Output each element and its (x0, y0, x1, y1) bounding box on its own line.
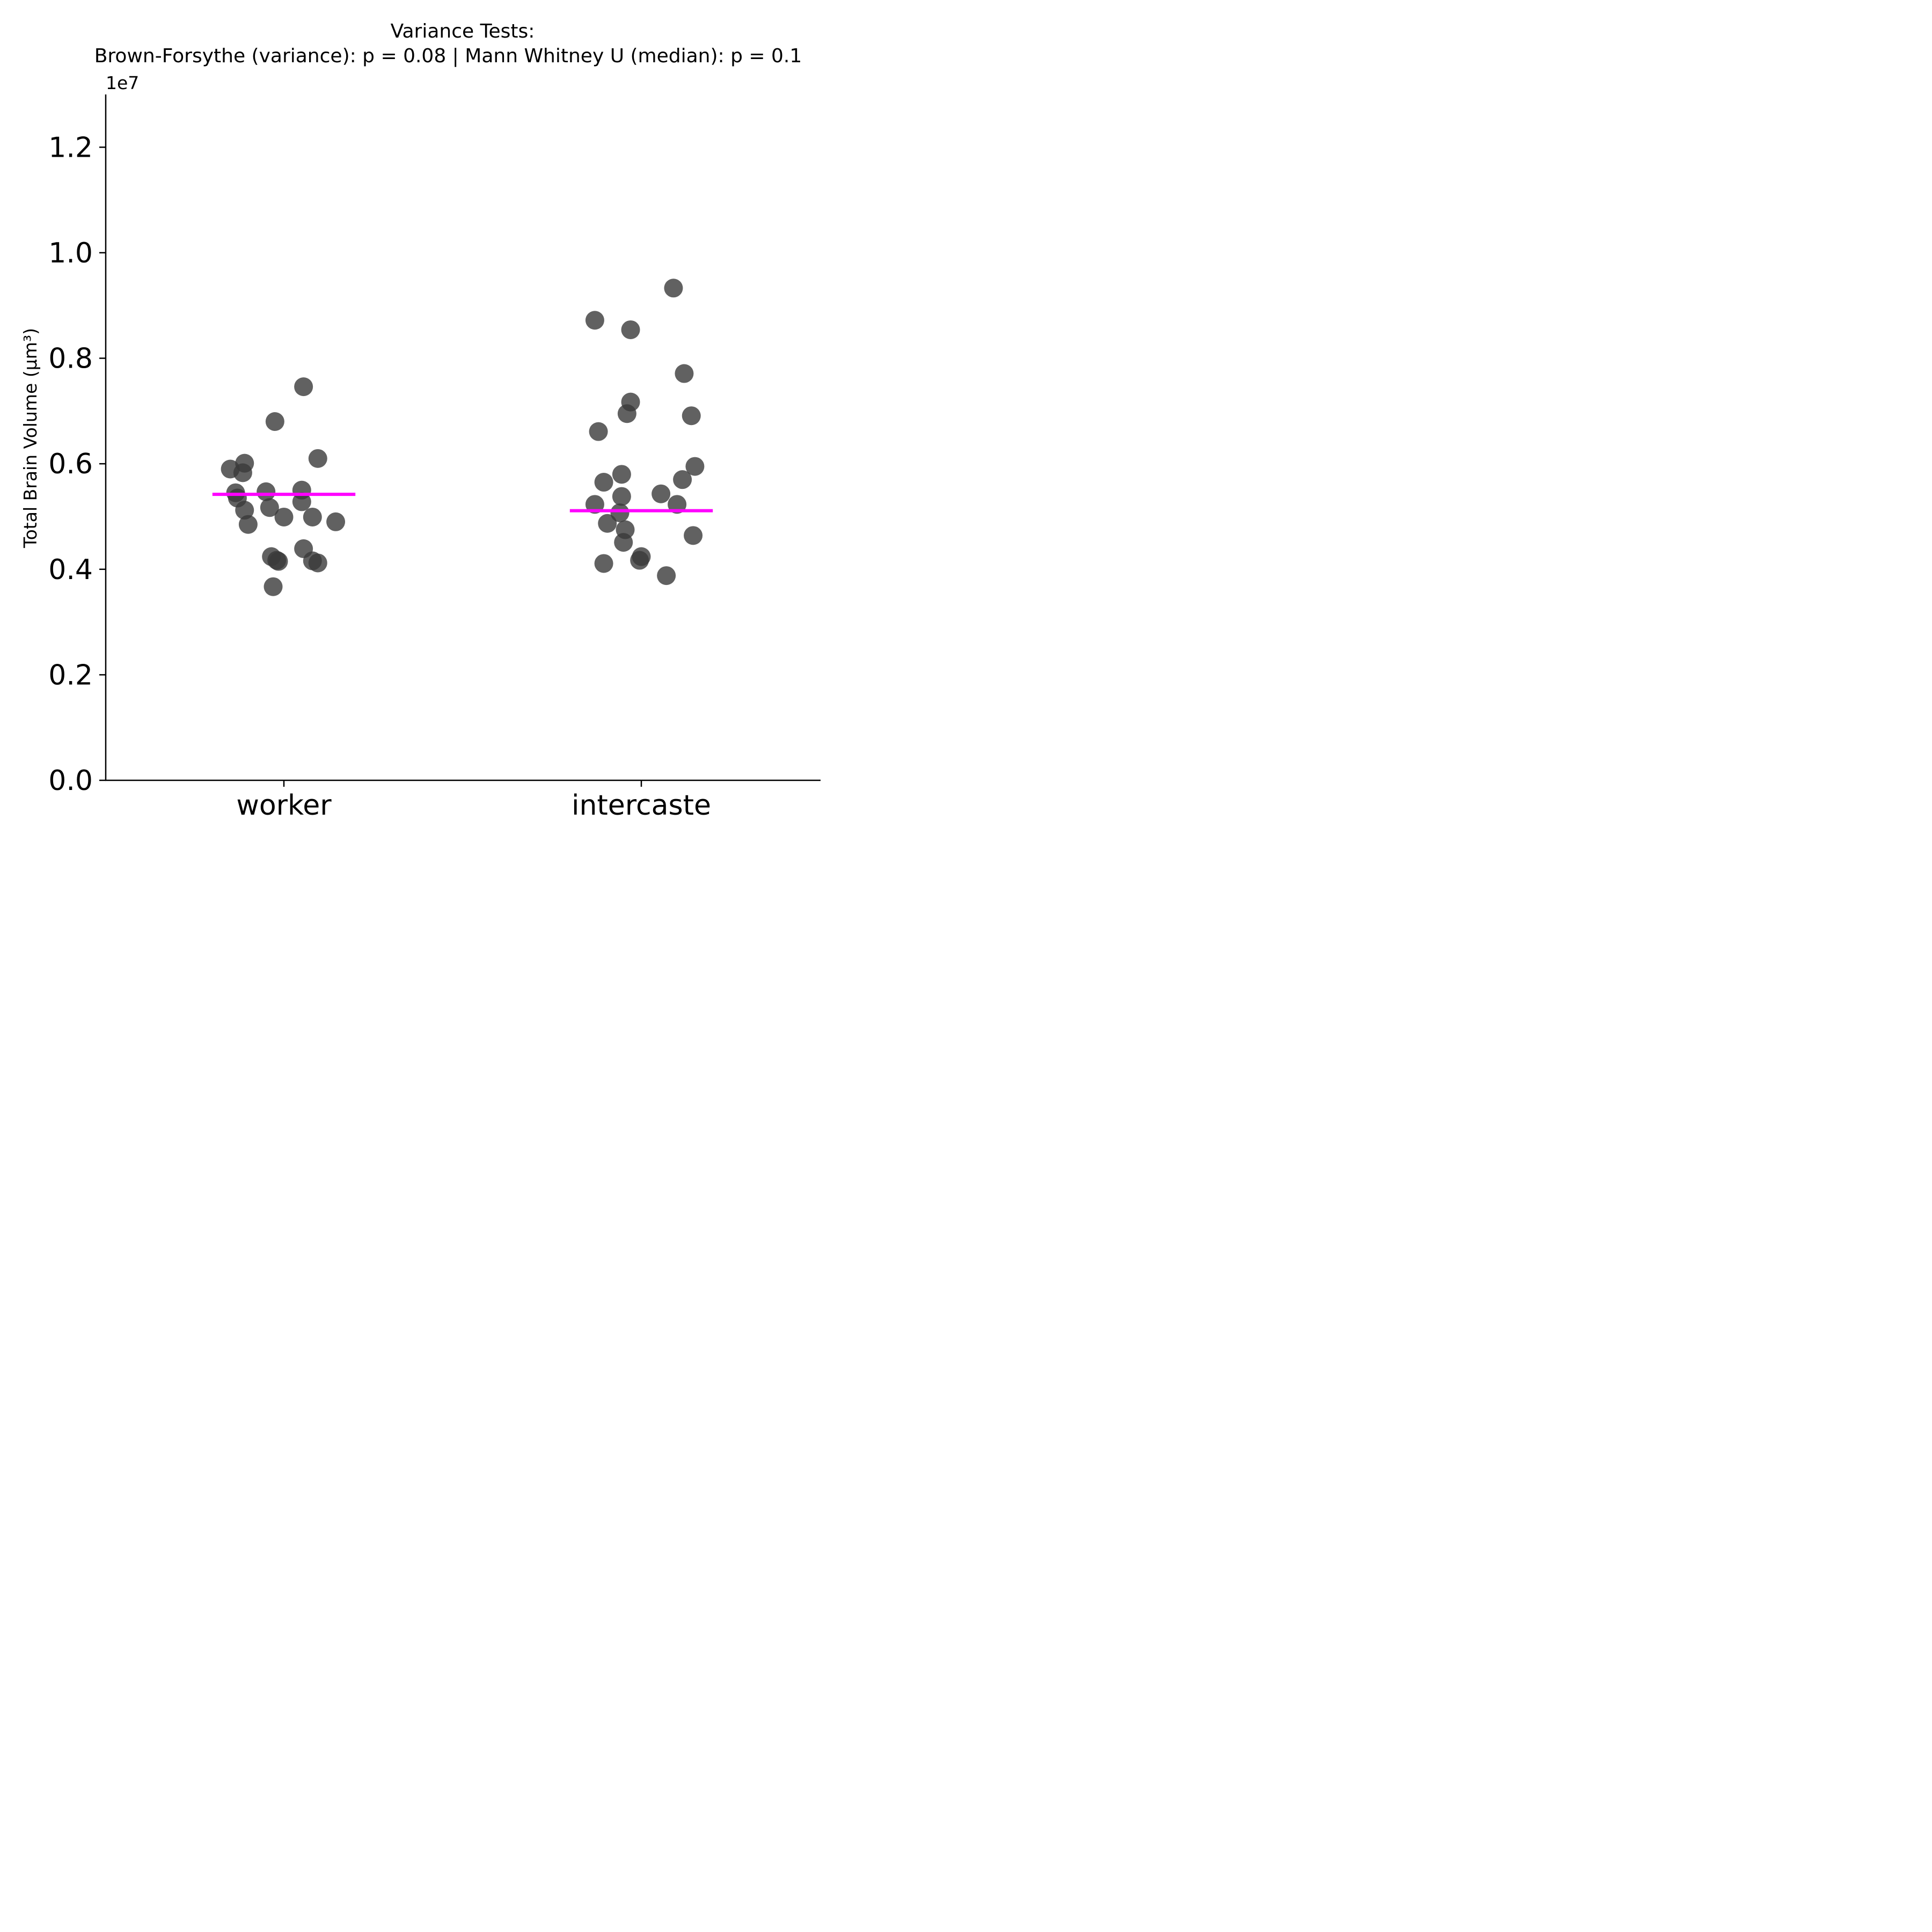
x-tick-label: worker (236, 789, 332, 822)
data-point (612, 465, 631, 484)
data-point (675, 364, 694, 383)
data-point (621, 392, 640, 412)
data-point (614, 533, 633, 552)
x-tick-label: intercaste (572, 789, 711, 822)
data-point (589, 422, 608, 441)
data-point (684, 526, 703, 545)
data-point (235, 501, 254, 520)
y-tick-label: 0.6 (48, 448, 93, 480)
data-point (238, 515, 258, 534)
data-points (221, 279, 705, 596)
data-point (685, 457, 705, 476)
data-point (585, 495, 604, 514)
data-point (664, 279, 683, 298)
data-point (598, 514, 617, 533)
data-point (269, 552, 288, 571)
y-tick-label: 0.4 (48, 554, 93, 586)
y-axis-label: Total Brain Volume (µm³) (20, 328, 41, 548)
data-point (673, 470, 692, 489)
data-point (657, 566, 676, 586)
data-point (308, 449, 327, 468)
median-lines (212, 493, 713, 513)
data-point (652, 484, 671, 503)
y-tick-label: 1.2 (48, 131, 93, 164)
data-point (612, 487, 631, 506)
data-point (257, 482, 276, 501)
x-axis-ticks: worker intercaste (236, 780, 711, 822)
chart-title-line-2: Brown-Forsythe (variance): p = 0.08 | Ma… (94, 45, 802, 67)
data-point (585, 311, 604, 330)
data-point (233, 463, 252, 482)
data-point (682, 406, 701, 426)
y-axis-offset-label: 1e7 (106, 72, 139, 93)
data-point (326, 512, 346, 531)
data-point (274, 507, 294, 526)
chart-title-line-1: Variance Tests: (391, 20, 535, 42)
y-axis-ticks: 0.0 0.2 0.4 0.6 0.8 1.0 1.2 (48, 131, 106, 797)
data-point (668, 495, 687, 514)
data-point (594, 554, 613, 573)
data-point (308, 553, 327, 573)
data-point (294, 377, 313, 397)
chart-title: Variance Tests: Brown-Forsythe (variance… (94, 20, 802, 67)
y-tick-label: 1.0 (48, 237, 93, 269)
y-tick-label: 0.8 (48, 343, 93, 375)
data-point (292, 492, 311, 511)
data-point (610, 503, 630, 523)
y-tick-label: 0.2 (48, 659, 93, 691)
y-tick-label: 0.0 (48, 765, 93, 797)
data-point (621, 320, 640, 339)
data-point (594, 473, 613, 492)
data-point (630, 551, 649, 570)
chart-svg: Variance Tests: Brown-Forsythe (variance… (20, 20, 821, 822)
data-point (265, 412, 284, 431)
data-point (303, 507, 322, 526)
data-point (264, 577, 283, 596)
data-point (260, 498, 279, 517)
